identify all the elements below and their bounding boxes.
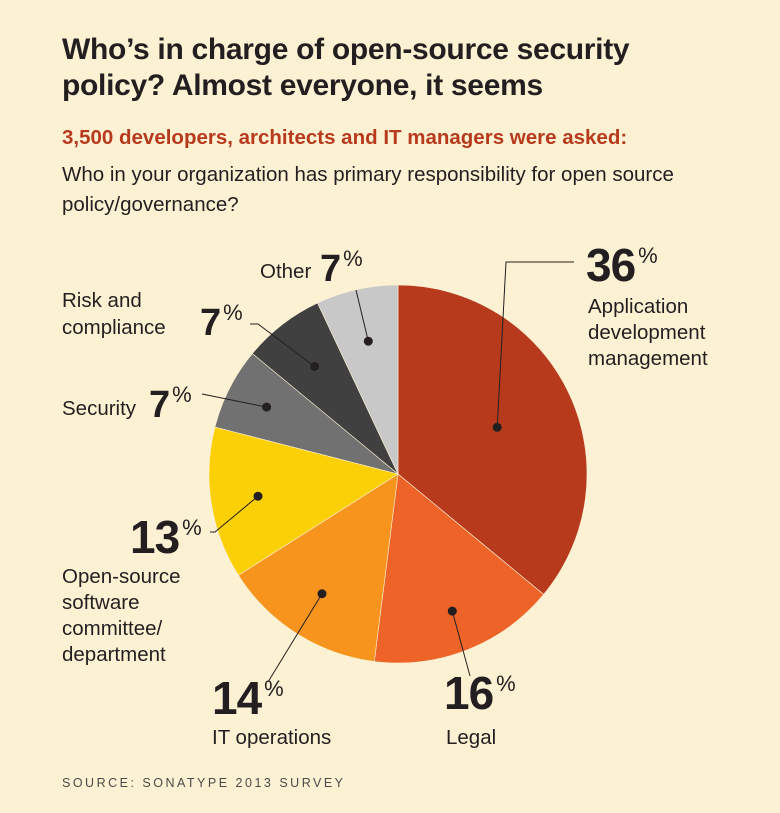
category-label-application-development: development	[588, 321, 706, 344]
category-label-it-operations: IT operations	[212, 726, 331, 749]
svg-text:7%: 7%	[200, 300, 243, 344]
percent-sign: %	[638, 243, 658, 268]
leader-dot-legal	[447, 606, 457, 616]
percent-sign: %	[343, 246, 363, 271]
leader-dot-it-operations	[317, 589, 327, 599]
pie-slice-application-development	[397, 284, 588, 595]
category-label-risk-compliance: compliance	[62, 316, 166, 339]
pie-slice-other	[317, 284, 399, 475]
svg-text:7%: 7%	[320, 246, 363, 290]
value-label-application-development: 36	[586, 239, 635, 291]
percent-sign: %	[223, 300, 243, 325]
label-other: Other 7%	[260, 246, 363, 290]
value-label-risk-compliance: 7	[200, 302, 221, 344]
label-it-operations: 14% IT operations	[212, 672, 331, 749]
leader-line-security	[201, 393, 267, 408]
value-label-security: 7	[149, 384, 170, 426]
value-label-legal: 16	[444, 667, 493, 719]
svg-text:13%: 13%	[130, 511, 202, 563]
label-oss-committee: 13% Open-source software committee/ depa…	[62, 511, 202, 666]
category-label-oss-committee: Open-source	[62, 565, 181, 588]
leader-line-risk-compliance	[250, 323, 315, 367]
value-label-other: 7	[320, 248, 341, 290]
leader-dot-oss-committee	[253, 491, 263, 501]
label-legal: 16% Legal	[444, 667, 516, 749]
category-label-application-development: management	[588, 347, 708, 370]
leader-line-application-development	[496, 261, 574, 428]
leader-dot-security	[262, 402, 272, 412]
value-label-it-operations: 14	[212, 672, 263, 724]
leader-line-oss-committee	[210, 495, 259, 533]
percent-sign: %	[182, 515, 202, 540]
leader-dot-other	[363, 336, 373, 346]
pie-slice-oss-committee	[208, 426, 399, 576]
percent-sign: %	[264, 676, 284, 701]
category-label-oss-committee: committee/	[62, 617, 163, 640]
category-label-other: Other	[260, 260, 311, 283]
chart-title: Who’s in charge of open-source security …	[62, 33, 630, 102]
category-label-risk-compliance: Risk and	[62, 289, 142, 312]
category-label-legal: Legal	[446, 726, 496, 749]
value-label-oss-committee: 13	[130, 511, 179, 563]
chart-subtitle: 3,500 developers, architects and IT mana…	[62, 126, 628, 149]
pie-slices	[208, 284, 588, 664]
category-label-oss-committee: department	[62, 643, 166, 666]
source-note: SOURCE: SONATYPE 2013 SURVEY	[62, 776, 346, 790]
label-security: Security 7%	[62, 382, 192, 426]
leader-line-legal	[451, 610, 471, 677]
leader-line-it-operations	[267, 593, 323, 683]
svg-text:36%: 36%	[586, 239, 658, 291]
category-label-application-development: Application	[588, 295, 688, 318]
leader-dot-application-development	[492, 422, 502, 432]
category-label-security: Security	[62, 397, 137, 420]
percent-sign: %	[172, 382, 192, 407]
leader-line-other	[355, 289, 369, 342]
pie-slice-legal	[373, 473, 545, 664]
svg-text:16%: 16%	[444, 667, 516, 719]
svg-text:7%: 7%	[149, 382, 192, 426]
percent-sign: %	[496, 671, 516, 696]
survey-question: Who in your organization has primary res…	[62, 163, 674, 216]
leader-dot-risk-compliance	[310, 362, 320, 371]
leader-lines	[201, 261, 574, 683]
category-label-oss-committee: software	[62, 591, 139, 614]
label-risk-compliance: Risk and compliance 7%	[62, 289, 243, 344]
pie-slice-it-operations	[238, 473, 399, 662]
label-application-development: 36% Application development management	[586, 239, 708, 370]
svg-text:14%: 14%	[212, 672, 284, 724]
